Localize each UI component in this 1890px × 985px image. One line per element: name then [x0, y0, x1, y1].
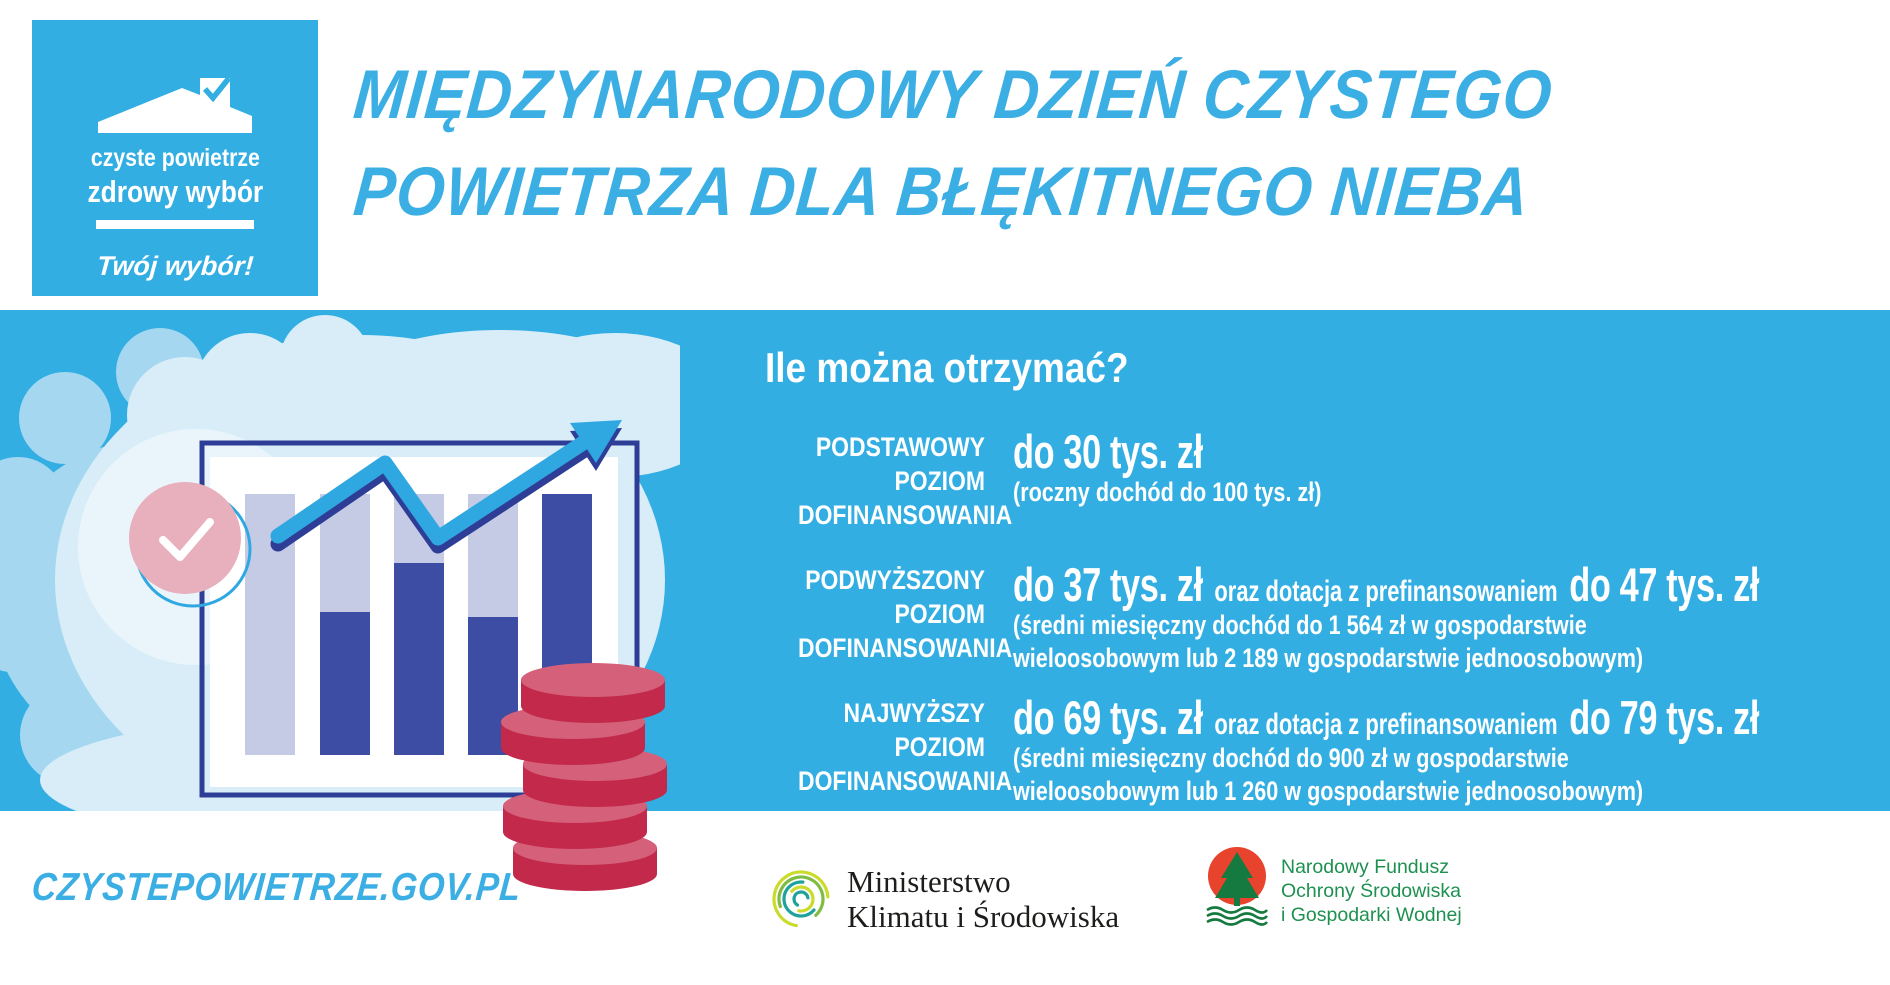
coin-stack-icon — [501, 663, 667, 891]
chart-frame — [199, 440, 640, 798]
tier-detail-line: (średni miesięczny dochód do 900 zł w go… — [1013, 743, 1569, 773]
nfosigw-name-line2: Ochrony Środowiska — [1281, 880, 1461, 902]
website-link[interactable]: CZYSTEPOWIETRZE.GOV.PL — [30, 866, 524, 909]
ministry-logo: Ministerstwo Klimatu i Środowiska — [770, 864, 1119, 934]
page-title-line1: MIĘDZYNARODOWY DZIEŃ CZYSTEGO — [350, 56, 1556, 133]
amount-line: do 37 tys. zł oraz dotacja z prefinansowa… — [1013, 557, 1771, 611]
tier-label-line: POZIOM — [894, 466, 985, 496]
funding-tier-highest: NAJWYŻSZY POZIOM DOFINANSOWANIA do 69 ty… — [765, 690, 1885, 808]
growth-arrow-icon — [270, 420, 622, 554]
amount-primary: do 30 tys. zł — [1013, 425, 1203, 478]
funding-tier-increased: PODWYŻSZONY POZIOM DOFINANSOWANIA do 37 … — [765, 557, 1885, 675]
tier-label-line: DOFINANSOWANIA — [798, 500, 1013, 530]
tier-label-line: POZIOM — [894, 599, 985, 629]
coin — [503, 789, 647, 849]
amount-connector: oraz dotacja z prefinansowaniem — [1214, 575, 1558, 608]
chart-growth-illustration — [0, 315, 680, 811]
coin — [521, 663, 665, 723]
tier-body: do 69 tys. zł oraz dotacja z prefinansowa… — [1013, 690, 1890, 808]
amount-line: do 69 tys. zł oraz dotacja z prefinansowa… — [1013, 690, 1771, 744]
nfosigw-logo: Narodowy Fundusz Ochrony Środowiska i Go… — [1205, 846, 1462, 928]
amount-secondary: do 47 tys. zł — [1569, 558, 1760, 611]
funding-tier-basic: PODSTAWOWY POZIOM DOFINANSOWANIA do 30 t… — [765, 424, 1885, 532]
page-title-line2: POWIETRZA DLA BŁĘKITNEGO NIEBA — [350, 153, 1533, 230]
tier-label-line: DOFINANSOWANIA — [798, 633, 1013, 663]
ministry-text: Ministerstwo Klimatu i Środowiska — [847, 864, 1119, 934]
brand-name-line2: zdrowy wybór — [87, 174, 263, 209]
tier-detail-line: (średni miesięczny dochód do 1 564 zł w … — [1013, 610, 1587, 640]
tier-body: do 37 tys. zł oraz dotacja z prefinansowa… — [1013, 557, 1890, 675]
tier-label-line: PODSTAWOWY — [815, 432, 985, 462]
brand-name-line1: czyste powietrze — [90, 144, 260, 172]
amount-connector: oraz dotacja z prefinansowaniem — [1214, 708, 1558, 741]
checkmark-circle-icon — [129, 482, 252, 608]
tier-label: PODWYŻSZONY POZIOM DOFINANSOWANIA — [798, 557, 1013, 675]
czyste-powietrze-logo: czyste powietrze zdrowy wybór Twój wybór… — [32, 20, 318, 296]
nfosigw-text: Narodowy Fundusz Ochrony Środowiska i Go… — [1281, 846, 1462, 928]
tier-label: PODSTAWOWY POZIOM DOFINANSOWANIA — [798, 424, 1013, 532]
page-title: MIĘDZYNARODOWY DZIEŃ CZYSTEGO POWIETRZA … — [350, 46, 1681, 240]
bar-chart-bars — [245, 494, 592, 755]
tier-body: do 30 tys. zł (roczny dochód do 100 tys.… — [1013, 424, 1885, 532]
funding-info-band: Ile można otrzymać? PODSTAWOWY POZIOM DO… — [0, 310, 1890, 811]
tier-detail-line: (roczny dochód do 100 tys. zł) — [1013, 477, 1322, 507]
tier-label-line: POZIOM — [894, 732, 985, 762]
amount-primary: do 37 tys. zł — [1013, 558, 1203, 611]
tier-label-line: PODWYŻSZONY — [805, 565, 985, 595]
amount-line: do 30 tys. zł — [1013, 424, 1650, 478]
ministry-name-line2: Klimatu i Środowiska — [847, 899, 1120, 934]
nfosigw-name-line3: i Gospodarki Wodnej — [1281, 904, 1462, 926]
ministry-name-line1: Ministerstwo — [847, 864, 1011, 899]
tier-label-line: DOFINANSOWANIA — [798, 766, 1013, 796]
tier-detail-line: wieloosobowym lub 2 189 w gospodarstwie … — [1013, 643, 1644, 673]
amount-primary: do 69 tys. zł — [1013, 691, 1203, 744]
nfosigw-name-line1: Narodowy Fundusz — [1281, 856, 1449, 878]
section-heading: Ile można otrzymać? — [765, 344, 1129, 391]
tier-detail-line: wieloosobowym lub 1 260 w gospodarstwie … — [1013, 776, 1644, 806]
tier-label-line: NAJWYŻSZY — [843, 698, 985, 728]
brand-tagline: Twój wybór! — [95, 251, 255, 281]
nfosigw-tree-icon — [1206, 847, 1269, 926]
ministry-spiral-icon — [772, 870, 830, 928]
amount-secondary: do 79 tys. zł — [1569, 691, 1760, 744]
brand-divider — [96, 220, 254, 229]
tier-label: NAJWYŻSZY POZIOM DOFINANSOWANIA — [798, 690, 1013, 808]
house-check-icon — [98, 76, 252, 133]
